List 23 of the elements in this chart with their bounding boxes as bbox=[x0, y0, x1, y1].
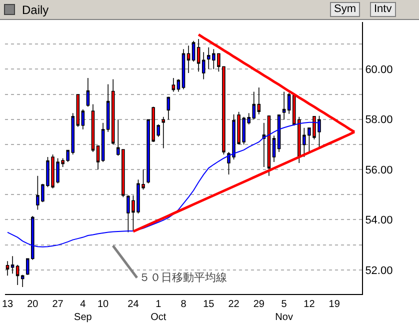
chart-title: Daily bbox=[22, 3, 49, 17]
x-tick-label: 10 bbox=[97, 299, 110, 310]
toolbar-button: Intv bbox=[370, 2, 396, 17]
x-tick-label: 19 bbox=[328, 299, 340, 310]
x-tick-label: 5 Nov bbox=[275, 299, 293, 323]
x-tick-label: 1 Oct bbox=[150, 299, 166, 323]
x-tick-label: 15 bbox=[203, 299, 215, 310]
x-tick-label: 24 bbox=[128, 299, 140, 310]
annotation: ５０日移動平均線 bbox=[139, 271, 227, 284]
y-tick-label: 52.00 bbox=[365, 264, 393, 277]
x-tick-label: 12 bbox=[304, 299, 316, 310]
x-tick-label: 4 Sep bbox=[74, 299, 92, 323]
y-tick-label: 60.00 bbox=[365, 64, 393, 76]
toolbar-button: Sym bbox=[330, 2, 360, 17]
y-tick-label: 54.00 bbox=[365, 214, 393, 227]
x-tick-label: 22 bbox=[228, 299, 240, 310]
x-tick-label: 29 bbox=[253, 299, 265, 310]
x-tick-label: 13 bbox=[2, 299, 14, 310]
x-tick-label: 8 bbox=[180, 299, 187, 310]
x-tick-label: 20 bbox=[27, 299, 39, 310]
y-tick-label: 58.00 bbox=[365, 114, 393, 126]
x-tick-label: 27 bbox=[52, 299, 64, 310]
y-tick-label: 56.00 bbox=[365, 164, 393, 176]
